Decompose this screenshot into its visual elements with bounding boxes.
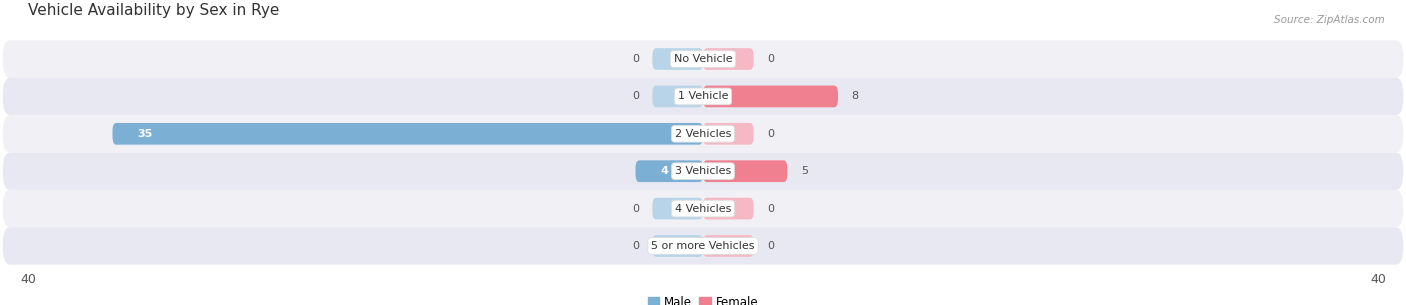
- FancyBboxPatch shape: [636, 160, 703, 182]
- Text: 4 Vehicles: 4 Vehicles: [675, 203, 731, 213]
- Text: 35: 35: [138, 129, 153, 139]
- Text: 2 Vehicles: 2 Vehicles: [675, 129, 731, 139]
- Text: Source: ZipAtlas.com: Source: ZipAtlas.com: [1274, 15, 1385, 25]
- FancyBboxPatch shape: [652, 198, 703, 219]
- FancyBboxPatch shape: [703, 86, 838, 107]
- FancyBboxPatch shape: [652, 235, 703, 257]
- FancyBboxPatch shape: [3, 152, 1403, 190]
- Text: 5 or more Vehicles: 5 or more Vehicles: [651, 241, 755, 251]
- Legend: Male, Female: Male, Female: [643, 291, 763, 305]
- Text: 4: 4: [661, 166, 669, 176]
- Text: 0: 0: [768, 54, 775, 64]
- Text: 1 Vehicle: 1 Vehicle: [678, 92, 728, 102]
- FancyBboxPatch shape: [3, 190, 1403, 227]
- FancyBboxPatch shape: [703, 198, 754, 219]
- FancyBboxPatch shape: [703, 235, 754, 257]
- FancyBboxPatch shape: [3, 40, 1403, 78]
- Text: Vehicle Availability by Sex in Rye: Vehicle Availability by Sex in Rye: [28, 3, 280, 18]
- FancyBboxPatch shape: [112, 123, 703, 145]
- Text: 0: 0: [631, 54, 638, 64]
- FancyBboxPatch shape: [3, 227, 1403, 265]
- Text: 0: 0: [631, 92, 638, 102]
- Text: 5: 5: [801, 166, 808, 176]
- Text: 0: 0: [631, 241, 638, 251]
- FancyBboxPatch shape: [703, 160, 787, 182]
- Text: 3 Vehicles: 3 Vehicles: [675, 166, 731, 176]
- FancyBboxPatch shape: [652, 48, 703, 70]
- Text: 8: 8: [852, 92, 859, 102]
- Text: No Vehicle: No Vehicle: [673, 54, 733, 64]
- Text: 0: 0: [631, 203, 638, 213]
- FancyBboxPatch shape: [3, 78, 1403, 115]
- Text: 0: 0: [768, 241, 775, 251]
- FancyBboxPatch shape: [703, 48, 754, 70]
- Text: 0: 0: [768, 129, 775, 139]
- FancyBboxPatch shape: [703, 123, 754, 145]
- FancyBboxPatch shape: [652, 86, 703, 107]
- Text: 0: 0: [768, 203, 775, 213]
- FancyBboxPatch shape: [3, 115, 1403, 152]
